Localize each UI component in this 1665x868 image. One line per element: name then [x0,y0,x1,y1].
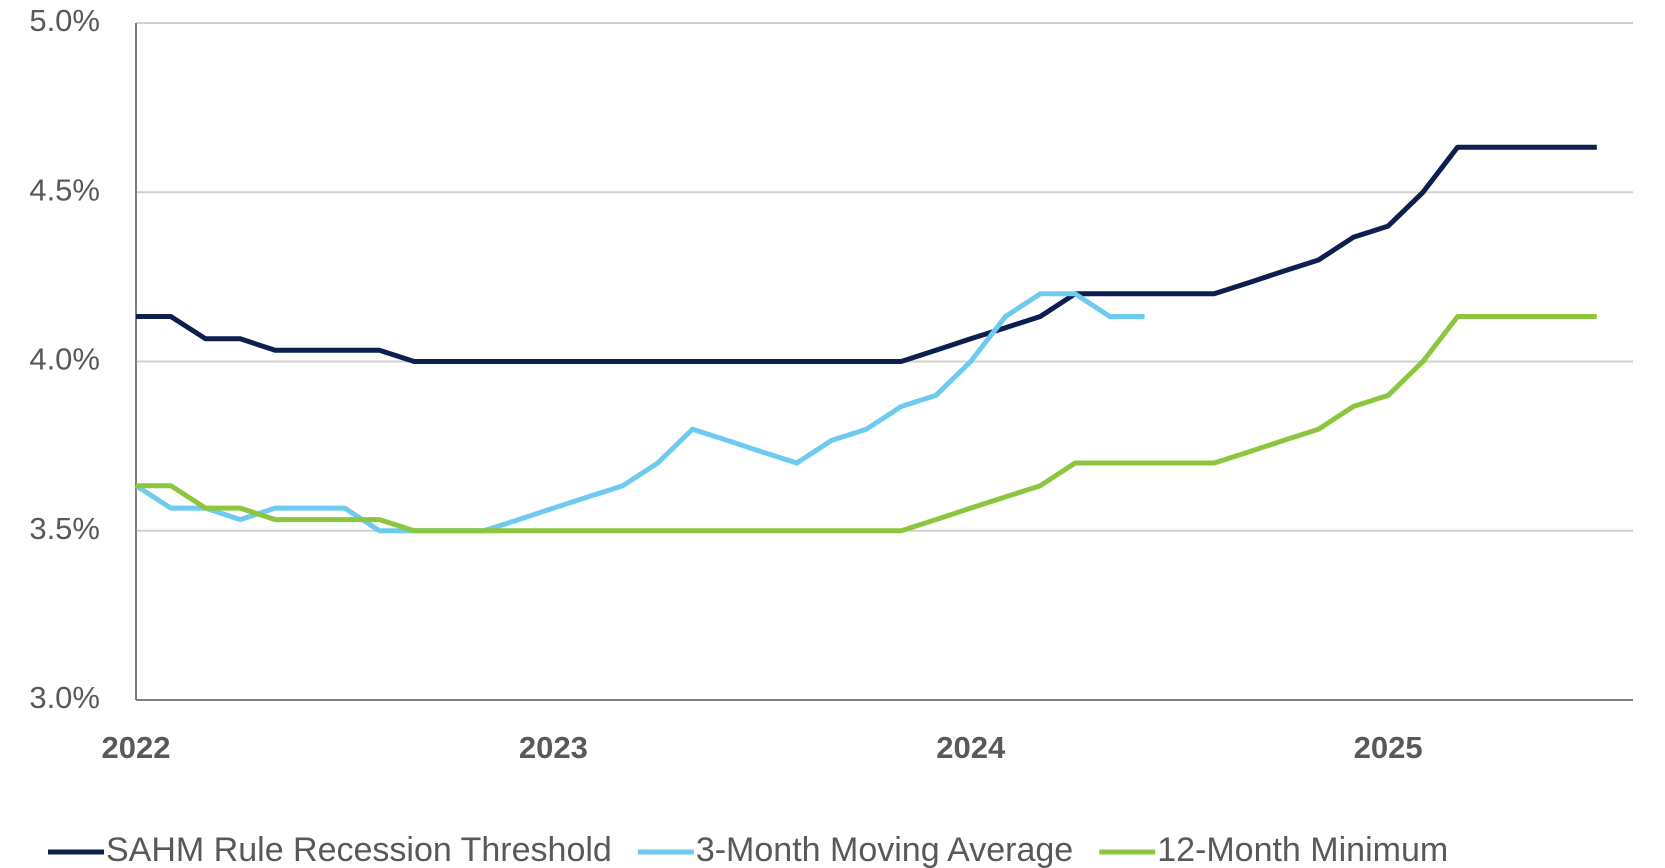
series-line [136,144,1597,364]
legend-label: 3-Month Moving Average [696,831,1073,868]
x-tick-label: 2024 [936,730,1006,765]
y-tick-label: 5.0% [29,3,100,38]
y-tick-label: 3.5% [29,511,100,546]
x-tick-label: 2022 [102,730,171,765]
series-line [134,291,1145,534]
y-tick-label: 4.5% [29,172,100,207]
x-tick-label: 2025 [1354,730,1423,765]
series-line [136,314,1597,534]
legend-label: SAHM Rule Recession Threshold [106,831,612,868]
y-tick-label: 3.0% [29,680,100,715]
legend-label: 12-Month Minimum [1157,831,1448,868]
y-tick-label: 4.0% [29,342,100,377]
x-tick-label: 2023 [519,730,588,765]
